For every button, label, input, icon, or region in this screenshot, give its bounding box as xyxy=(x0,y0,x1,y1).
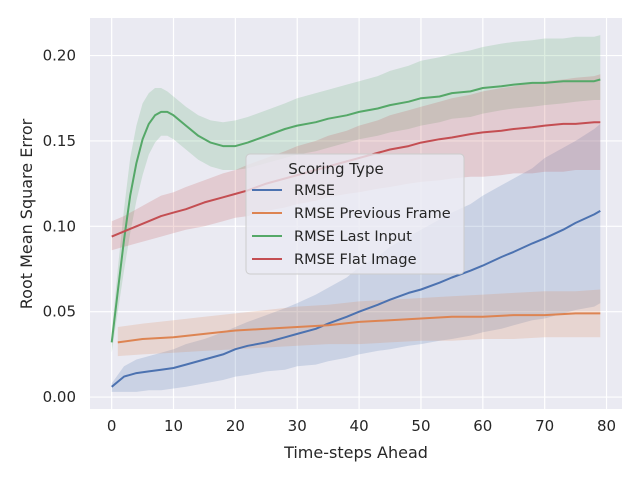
legend-entry: RMSE xyxy=(294,183,335,199)
x-tick-label: 30 xyxy=(288,417,307,435)
y-tick-label: 0.05 xyxy=(43,303,76,321)
x-tick-label: 80 xyxy=(597,417,616,435)
x-tick-label: 50 xyxy=(411,417,430,435)
legend-entry: RMSE Previous Frame xyxy=(294,206,451,222)
y-tick-label: 0.20 xyxy=(43,47,76,65)
series-line-0 xyxy=(111,210,601,388)
x-tick-label: 40 xyxy=(350,417,369,435)
y-tick-labels: 0.00 0.05 0.10 0.15 0.20 xyxy=(43,47,76,406)
legend-entry: RMSE Flat Image xyxy=(294,252,417,268)
x-tick-label: 0 xyxy=(107,417,117,435)
legend-entry: RMSE Last Input xyxy=(294,229,412,245)
x-tick-label: 60 xyxy=(473,417,492,435)
legend-items: RMSE RMSE Previous Frame RMSE Last Input RM… xyxy=(252,183,451,268)
series-band-0 xyxy=(111,123,601,392)
series-line-2 xyxy=(110,78,601,343)
y-tick-label: 0.00 xyxy=(43,388,76,406)
y-tick-label: 0.10 xyxy=(43,217,76,235)
x-tick-label: 70 xyxy=(535,417,554,435)
legend-box xyxy=(245,153,465,275)
x-tick-label: 10 xyxy=(164,417,183,435)
legend-title: Scoring Type xyxy=(288,160,384,178)
x-tick-label: 20 xyxy=(226,417,245,435)
x-tick-labels: 0 10 20 30 40 50 60 70 80 xyxy=(107,417,616,435)
x-axis-label: Time-steps Ahead xyxy=(283,443,428,462)
series-line-1 xyxy=(117,312,601,344)
y-tick-label: 0.15 xyxy=(43,132,76,150)
y-axis-label: Root Mean Square Error xyxy=(17,118,36,309)
series-band-2 xyxy=(111,35,601,353)
